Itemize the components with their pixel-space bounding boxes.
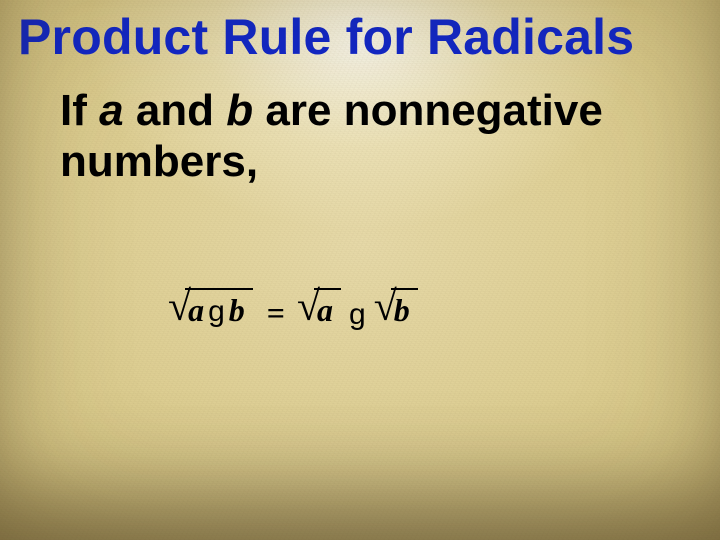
body-text-pre: If bbox=[60, 86, 99, 135]
lhs-radicand: agb bbox=[185, 288, 253, 328]
body-var-b: b bbox=[226, 86, 253, 135]
rhs2-radicand: b bbox=[391, 288, 418, 328]
rhs-radical-1: √ a bbox=[297, 286, 341, 328]
equals-sign: = bbox=[259, 295, 291, 332]
lhs-g: g bbox=[206, 295, 229, 328]
body-text-mid: and bbox=[124, 86, 227, 135]
lhs-b: b bbox=[229, 292, 247, 328]
rhs-g: g bbox=[347, 298, 368, 332]
lhs-a: a bbox=[188, 292, 206, 328]
slide-title: Product Rule for Radicals bbox=[18, 8, 634, 66]
lhs-radical: √ agb bbox=[168, 286, 253, 328]
formula: √ agb = √ a g √ b bbox=[168, 286, 418, 328]
body-var-a: a bbox=[99, 86, 123, 135]
rhs1-radicand: a bbox=[314, 288, 341, 328]
rhs-radical-2: √ b bbox=[374, 286, 418, 328]
slide-body: If a and b are nonnegative numbers, bbox=[60, 86, 680, 187]
